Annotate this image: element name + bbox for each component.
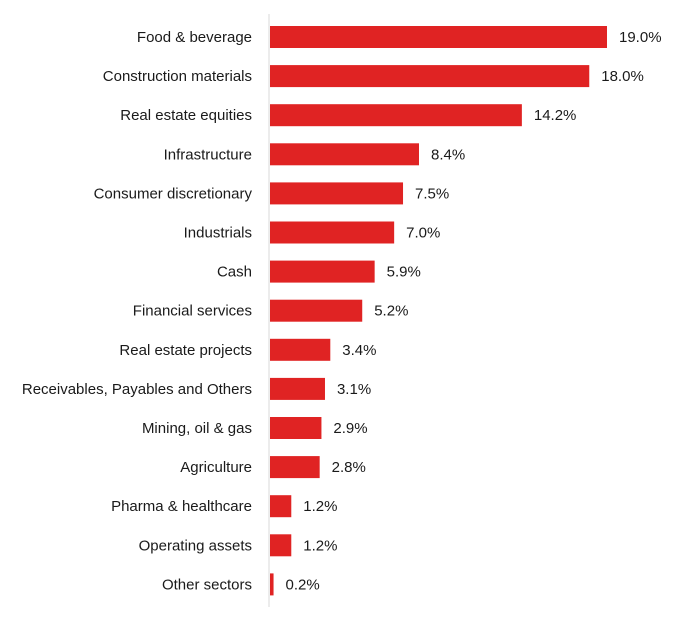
category-label-receivables-payables-and-others: Receivables, Payables and Others <box>22 381 252 398</box>
value-label-real-estate-equities: 14.2% <box>534 107 577 124</box>
bar-cash <box>270 260 375 283</box>
category-label-food-beverage: Food & beverage <box>137 29 252 46</box>
category-label-financial-services: Financial services <box>133 303 252 320</box>
bar-real-estate-equities <box>270 104 522 127</box>
bar-receivables-payables-and-others <box>270 377 325 400</box>
value-label-operating-assets: 1.2% <box>303 537 337 554</box>
value-label-other-sectors: 0.2% <box>286 576 320 593</box>
bar-real-estate-projects <box>270 338 331 361</box>
category-label-real-estate-projects: Real estate projects <box>119 342 252 359</box>
value-label-industrials: 7.0% <box>406 225 440 242</box>
value-label-infrastructure: 8.4% <box>431 146 465 163</box>
value-label-pharma-healthcare: 1.2% <box>303 498 337 515</box>
bar-consumer-discretionary <box>270 182 404 205</box>
category-label-real-estate-equities: Real estate equities <box>120 107 252 124</box>
category-label-industrials: Industrials <box>184 225 252 242</box>
category-label-other-sectors: Other sectors <box>162 576 252 593</box>
category-label-cash: Cash <box>217 264 252 281</box>
category-label-construction-materials: Construction materials <box>103 68 252 85</box>
bar-other-sectors <box>270 573 274 596</box>
bar-operating-assets <box>270 534 292 557</box>
bar-food-beverage <box>270 26 607 48</box>
bar-mining-oil-gas <box>270 417 322 439</box>
bar-agriculture <box>270 456 320 479</box>
bars-group <box>270 26 607 596</box>
bar-industrials <box>270 221 395 244</box>
value-label-construction-materials: 18.0% <box>601 68 644 85</box>
value-label-receivables-payables-and-others: 3.1% <box>337 381 371 398</box>
category-label-pharma-healthcare: Pharma & healthcare <box>111 498 252 515</box>
bar-financial-services <box>270 299 363 322</box>
value-label-real-estate-projects: 3.4% <box>342 342 376 359</box>
value-label-cash: 5.9% <box>387 264 421 281</box>
bar-construction-materials <box>270 65 590 88</box>
value-label-consumer-discretionary: 7.5% <box>415 185 449 202</box>
value-label-agriculture: 2.8% <box>332 459 366 476</box>
value-labels-group: 19.0% 18.0% 14.2% 8.4% 7.5% 7.0% 5.9% 5.2% 3.4% 3… <box>286 29 662 593</box>
bar-pharma-healthcare <box>270 495 292 518</box>
bar-infrastructure <box>270 143 419 166</box>
category-label-mining-oil-gas: Mining, oil & gas <box>142 420 252 437</box>
value-label-mining-oil-gas: 2.9% <box>333 420 367 437</box>
value-label-financial-services: 5.2% <box>374 303 408 320</box>
category-label-consumer-discretionary: Consumer discretionary <box>94 185 253 202</box>
category-label-operating-assets: Operating assets <box>139 537 252 554</box>
category-label-infrastructure: Infrastructure <box>164 146 252 163</box>
category-labels-group: Food & beverage Construction materials Rea… <box>22 29 253 593</box>
category-label-agriculture: Agriculture <box>180 459 252 476</box>
value-label-food-beverage: 19.0% <box>619 29 662 46</box>
